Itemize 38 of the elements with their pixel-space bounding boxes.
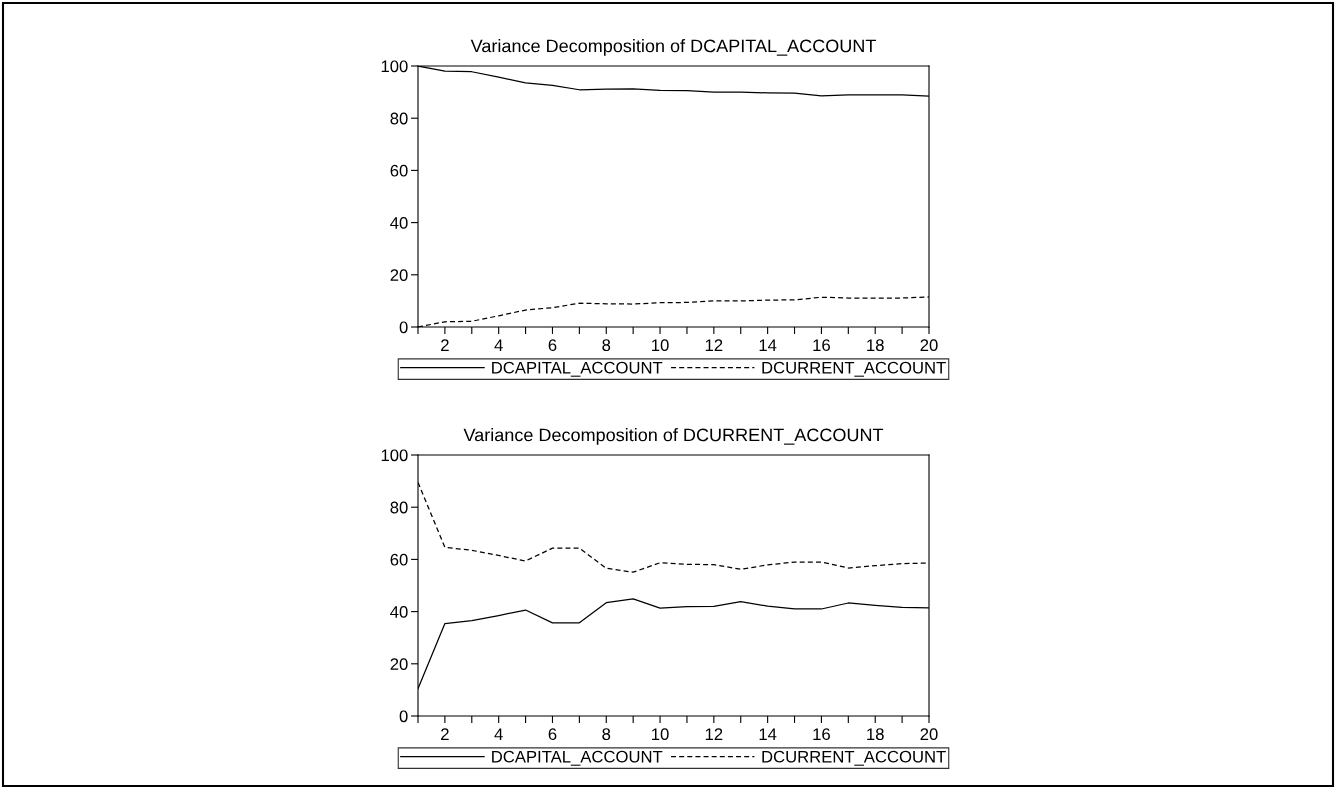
y-tick-label: 0 <box>399 321 408 334</box>
x-tick-label: 14 <box>759 339 777 351</box>
y-tick-label: 40 <box>390 606 408 618</box>
y-tick-label: 20 <box>390 269 408 281</box>
y-tick-label: 40 <box>390 217 408 229</box>
x-tick-label: 8 <box>602 728 611 741</box>
x-tick-label: 4 <box>494 728 503 740</box>
y-tick-label: 80 <box>390 501 408 514</box>
x-tick-label: 2 <box>441 339 449 351</box>
x-tick-label: 10 <box>652 339 669 352</box>
x-tick-label: 4 <box>494 339 503 351</box>
x-tick-label: 14 <box>759 728 777 740</box>
y-tick-label: 0 <box>399 710 408 723</box>
y-tick-label: 80 <box>390 112 408 125</box>
x-tick-label: 2 <box>441 728 449 740</box>
legend-label: DCAPITAL_ACCOUNT <box>492 750 663 766</box>
chart-title: Variance Decomposition of DCURRENT_ACCOUNT <box>463 428 884 445</box>
x-tick-label: 20 <box>920 728 938 741</box>
x-tick-label: 6 <box>548 728 557 741</box>
x-tick-label: 16 <box>813 728 830 741</box>
legend-label: DCURRENT_ACCOUNT <box>762 361 946 377</box>
x-tick-label: 12 <box>705 339 723 351</box>
x-tick-label: 8 <box>602 339 611 352</box>
y-tick-label: 60 <box>390 164 408 177</box>
y-tick-label: 100 <box>381 60 408 73</box>
y-tick-label: 20 <box>390 658 408 670</box>
chart-title: Variance Decomposition of DCAPITAL_ACCOUNT <box>470 39 876 56</box>
legend-label: DCURRENT_ACCOUNT <box>762 750 946 766</box>
x-tick-label: 12 <box>705 728 723 740</box>
x-tick-label: 10 <box>652 728 669 741</box>
x-tick-label: 20 <box>920 339 938 352</box>
x-tick-label: 18 <box>867 728 884 741</box>
x-tick-label: 6 <box>548 339 557 352</box>
legend-label: DCAPITAL_ACCOUNT <box>492 361 663 377</box>
y-tick-label: 60 <box>390 553 408 566</box>
x-tick-label: 18 <box>867 339 884 352</box>
y-tick-label: 100 <box>381 449 408 462</box>
x-tick-label: 16 <box>813 339 830 352</box>
